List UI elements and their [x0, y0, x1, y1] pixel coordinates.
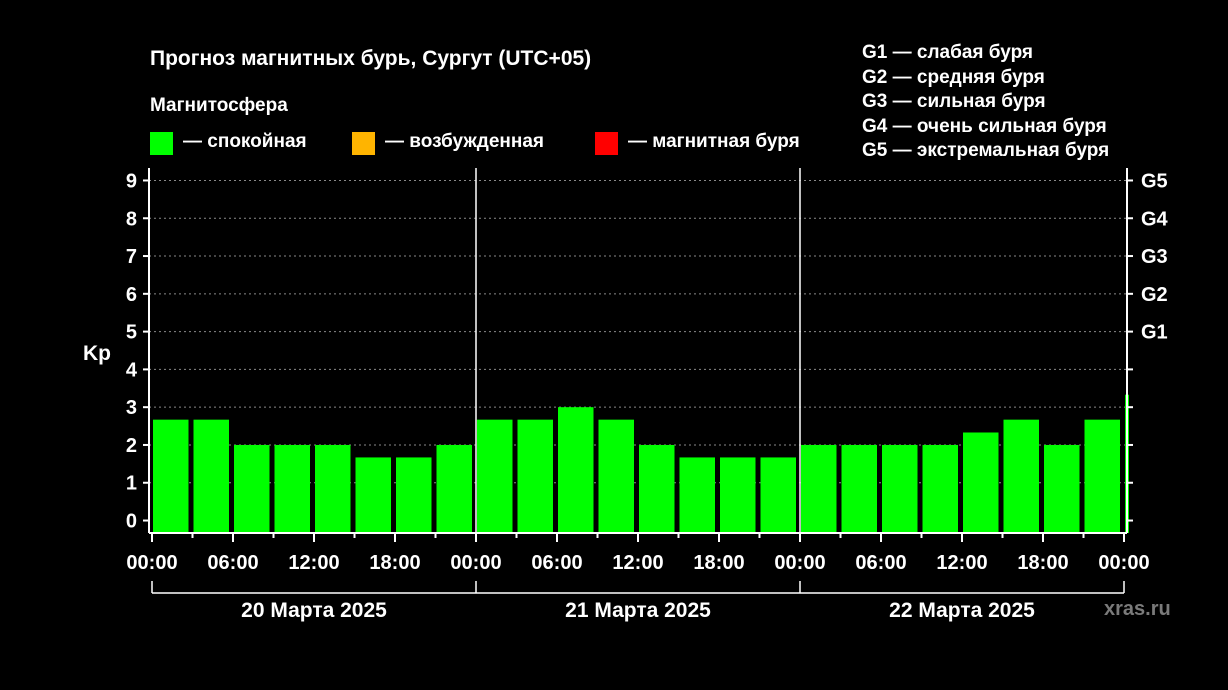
g-tick-label: G3: [1141, 246, 1168, 268]
day-label: 20 Марта 2025: [241, 599, 387, 622]
legend-swatch-storm: [595, 132, 618, 155]
legend-label-storm: — магнитная буря: [628, 131, 800, 152]
x-tick-label: 00:00: [126, 552, 177, 574]
g-tick-label: G4: [1141, 208, 1169, 230]
kp-bar: [882, 444, 918, 533]
x-tick-label: 00:00: [450, 552, 501, 574]
kp-bar: [436, 444, 472, 533]
y-tick-label: 3: [126, 397, 137, 419]
kp-bar: [355, 457, 391, 533]
kp-bar: [963, 432, 999, 533]
g-legend-g5: G5 — экстремальная буря: [862, 140, 1110, 161]
x-tick-label: 06:00: [531, 552, 582, 574]
x-tick-label: 18:00: [693, 552, 744, 574]
kp-bar: [396, 457, 432, 533]
x-tick-label: 00:00: [774, 552, 825, 574]
g-legend-g1: G1 — слабая буря: [862, 42, 1034, 63]
day-label: 21 Марта 2025: [565, 599, 711, 622]
kp-bar: [841, 444, 877, 533]
kp-bar: [1044, 444, 1080, 533]
kp-bar: [801, 444, 837, 533]
kp-bar: [760, 457, 796, 533]
x-tick-label: 06:00: [207, 552, 258, 574]
y-tick-label: 1: [126, 473, 137, 495]
kp-bar: [720, 457, 756, 533]
legend-label-quiet: — спокойная: [183, 131, 307, 152]
y-tick-label: 7: [126, 246, 137, 268]
g-scale-legend: G1 — слабая буря G2 — средняя буря G3 — …: [862, 41, 1109, 164]
kp-bar: [477, 419, 513, 533]
y-axis-label: Kp: [83, 342, 111, 365]
kp-bar: [1084, 419, 1120, 533]
legend-label-active: — возбужденная: [385, 131, 545, 152]
y-tick-label: 5: [126, 322, 137, 344]
x-tick-label: 06:00: [855, 552, 906, 574]
kp-bar: [1003, 419, 1039, 533]
watermark: xras.ru: [1104, 598, 1171, 620]
kp-bar: [193, 419, 229, 533]
x-tick-label: 12:00: [612, 552, 663, 574]
kp-bar: [922, 444, 958, 533]
x-tick-label: 12:00: [936, 552, 987, 574]
x-tick-label: 18:00: [1017, 552, 1068, 574]
y-tick-label: 9: [126, 170, 137, 192]
g-tick-label: G2: [1141, 284, 1168, 306]
g-legend-g2: G2 — средняя буря: [862, 66, 1045, 88]
g-legend-g3: G3 — сильная буря: [862, 91, 1046, 112]
day-label: 22 Марта 2025: [889, 599, 1035, 622]
kp-bar: [153, 419, 189, 533]
kp-bar: [315, 444, 351, 533]
legend-swatch-quiet: [150, 132, 173, 155]
kp-bar: [558, 407, 594, 533]
x-tick-label: 18:00: [369, 552, 420, 574]
x-tick-label: 00:00: [1098, 552, 1149, 574]
kp-bar: [598, 419, 634, 533]
g-tick-label: G5: [1141, 170, 1168, 192]
g-legend-g4: G4 — очень сильная буря: [862, 115, 1107, 137]
y-tick-label: 0: [126, 511, 137, 533]
kp-bar: [274, 444, 310, 533]
y-tick-label: 8: [126, 208, 137, 230]
kp-bar: [639, 444, 675, 533]
kp-bar: [517, 419, 553, 533]
legend-swatch-active: [352, 132, 375, 155]
y-tick-label: 4: [126, 359, 138, 381]
chart-title: Прогноз магнитных бурь, Сургут (UTC+05): [150, 47, 592, 70]
chart-subtitle: Магнитосфера: [150, 95, 288, 116]
g-tick-label: G1: [1141, 322, 1168, 344]
x-tick-label: 12:00: [288, 552, 339, 574]
kp-bar: [234, 444, 270, 533]
y-tick-label: 2: [126, 435, 137, 457]
kp-bar: [679, 457, 715, 533]
y-tick-label: 6: [126, 284, 137, 306]
